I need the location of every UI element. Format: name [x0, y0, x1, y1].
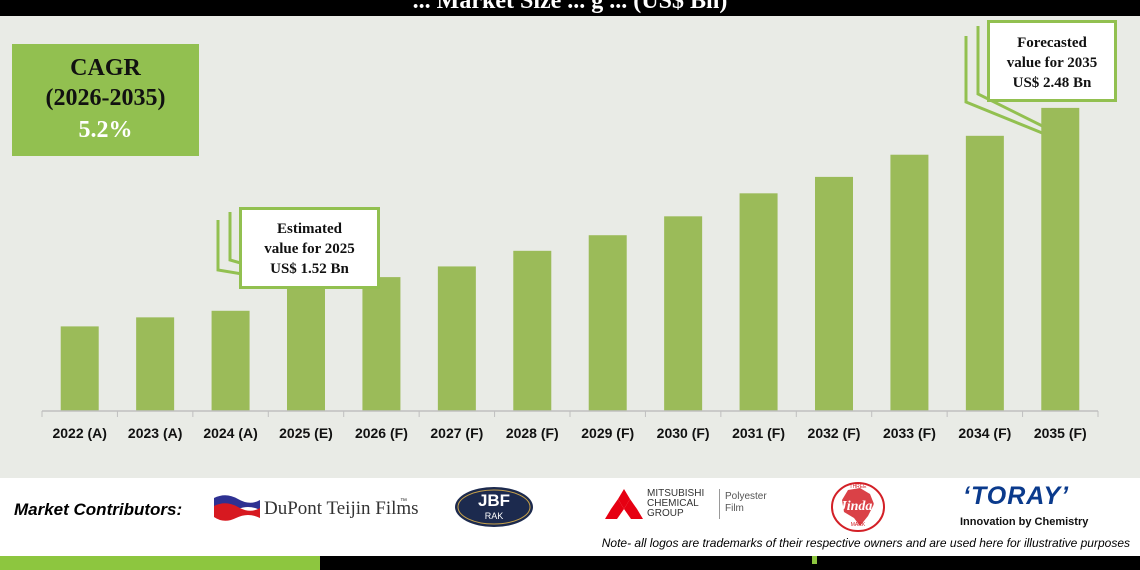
footer-green-segment [0, 556, 320, 570]
cagr-period: (2026-2035) [45, 85, 166, 111]
estimated-callout: Estimated value for 2025 US$ 1.52 Bn [239, 207, 380, 289]
toray-quote-close: ’ [1061, 482, 1070, 510]
cagr-box: CAGR (2026-2035) 5.2% [12, 44, 199, 156]
x-tick-label-2: 2023 (A) [128, 425, 182, 441]
bar-14 [1041, 107, 1080, 412]
dupont-teijin-logo: DuPont Teijin Films ™ [212, 494, 419, 524]
forecast-callout-line3: US$ 2.48 Bn [1012, 75, 1092, 91]
x-tick-label-5: 2026 (F) [355, 425, 408, 441]
toray-logo: ‘TORAY’ Innovation by Chemistry [955, 482, 1105, 532]
jbf-rak-logo: JBF RAK [454, 486, 534, 528]
x-tick-label-8: 2029 (F) [581, 425, 634, 441]
footer-green-marker [812, 556, 817, 564]
jbf-logo-text: JBF [477, 491, 511, 510]
bar-1 [60, 326, 99, 411]
toray-quote-open: ‘ [963, 482, 971, 510]
estimated-callout-line1: Estimated [277, 221, 342, 237]
mitsubishi-logo: MITSUBISHI CHEMICAL GROUP Polyester Film [605, 487, 785, 527]
bar-10 [739, 193, 778, 411]
cagr-label: CAGR [70, 55, 141, 81]
bar-6 [437, 266, 476, 411]
bar-4 [287, 286, 325, 411]
footer-bar [0, 556, 1140, 570]
x-tick-label-4: 2025 (E) [279, 425, 333, 441]
bar-2 [136, 317, 175, 411]
forecast-callout: Forecasted value for 2035 US$ 2.48 Bn [987, 20, 1117, 102]
x-tick-label-12: 2033 (F) [883, 425, 936, 441]
mitsubishi-line1: MITSUBISHI [647, 488, 705, 499]
x-axis-ticks [41, 411, 1099, 417]
x-tick-label-13: 2034 (F) [958, 425, 1011, 441]
contributors-strip: Market Contributors: DuPont Teijin Films… [0, 478, 1140, 556]
x-tick-label-10: 2031 (F) [732, 425, 785, 441]
bar-12 [890, 154, 929, 411]
forecast-connector-outer [964, 36, 1055, 140]
bar-3 [211, 310, 250, 411]
x-tick-label-1: 2022 (A) [52, 425, 106, 441]
jindal-emblem-icon [831, 482, 885, 532]
bar-13 [965, 135, 1004, 412]
cagr-value: 5.2% [78, 117, 133, 143]
mitsubishi-side1: Polyester [725, 491, 767, 502]
chart-panel: 2022 (A) 2023 (A) 2024 (A) 2025 (E) 2026 (F)… [0, 16, 1140, 478]
bar-9 [664, 216, 703, 411]
estimated-callout-line2: value for 2025 [264, 241, 355, 257]
bars-group [60, 107, 1080, 412]
x-tick-label-11: 2032 (F) [808, 425, 861, 441]
jbf-oval-icon [455, 487, 533, 527]
dupont-tm: ™ [400, 498, 407, 505]
toray-tagline: Innovation by Chemistry [960, 516, 1089, 528]
x-tick-label-3: 2024 (A) [203, 425, 257, 441]
mitsubishi-diamonds-icon [605, 489, 643, 519]
mitsubishi-side2: Film [725, 503, 744, 514]
trademark-note: Note- all logos are trademarks of their … [601, 536, 1130, 550]
header-bar: ... Market Size ... g ... (US$ Bn) [0, 0, 1140, 16]
jindal-top-text: THREE [849, 484, 867, 490]
jindal-logo-text: Jindal [839, 499, 877, 514]
page-title: ... Market Size ... g ... (US$ Bn) [412, 0, 728, 14]
bar-chart: 2022 (A) 2023 (A) 2024 (A) 2025 (E) 2026 (F)… [41, 26, 1099, 441]
jindal-bottom-text: MARK [850, 522, 866, 528]
contributors-label: Market Contributors: [14, 500, 183, 519]
x-tick-label-14: 2035 (F) [1034, 425, 1087, 441]
dupont-logo-text: DuPont Teijin Films [264, 498, 419, 519]
forecast-callout-line1: Forecasted [1017, 35, 1087, 51]
x-tick-label-9: 2030 (F) [657, 425, 710, 441]
bar-8 [588, 235, 627, 411]
x-tick-label-7: 2028 (F) [506, 425, 559, 441]
mitsubishi-line3: GROUP [647, 508, 684, 519]
x-tick-label-6: 2027 (F) [430, 425, 483, 441]
toray-logo-text: TORAY [970, 482, 1062, 510]
bar-11 [815, 176, 853, 411]
mitsubishi-line2: CHEMICAL [647, 498, 699, 509]
dupont-flag-icon [214, 495, 260, 521]
forecast-connector-inner [976, 26, 1063, 138]
x-axis-labels: 2022 (A) 2023 (A) 2024 (A) 2025 (E) 2026 (F)… [52, 425, 1086, 441]
bar-7 [513, 250, 552, 411]
estimated-callout-line3: US$ 1.52 Bn [270, 261, 349, 277]
bar-5 [362, 277, 401, 411]
rak-logo-text: RAK [484, 511, 504, 521]
mitsubishi-divider [719, 489, 720, 519]
jindal-logo: THREE Jindal MARK [830, 482, 886, 532]
forecast-callout-line2: value for 2035 [1006, 55, 1098, 71]
